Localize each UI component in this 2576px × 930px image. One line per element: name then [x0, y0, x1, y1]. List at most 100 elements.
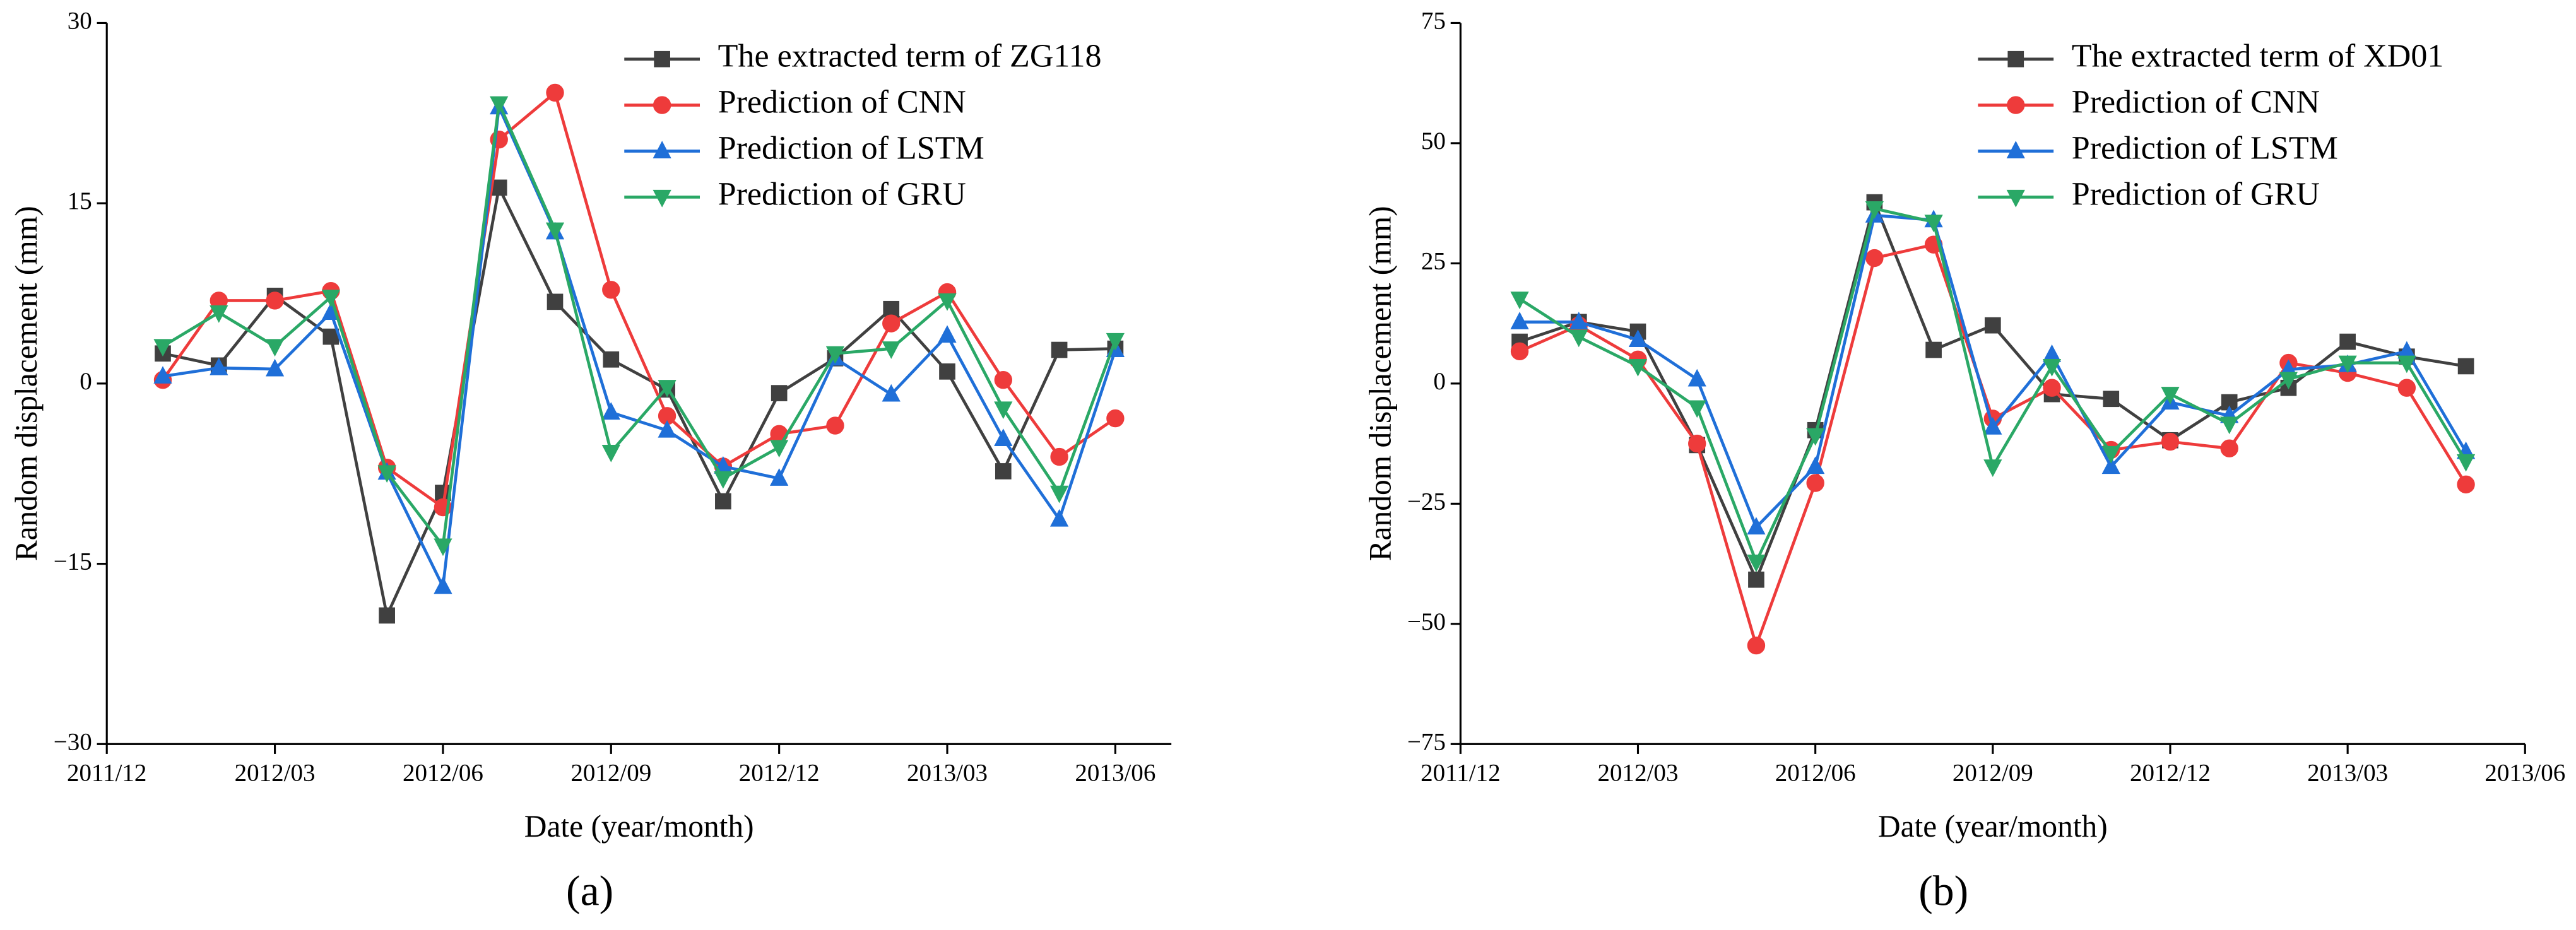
marker — [2006, 141, 2025, 158]
marker — [826, 416, 844, 435]
marker — [210, 357, 228, 375]
marker — [2220, 439, 2238, 457]
series-line — [1520, 213, 2467, 530]
marker — [714, 471, 733, 489]
marker — [1687, 400, 1706, 418]
marker — [377, 465, 396, 483]
marker — [210, 305, 228, 323]
marker — [1688, 434, 1706, 453]
marker — [602, 281, 620, 299]
chart-1: −75 −50 −25 0 25 50 75 2011/12 2012/03 2012/06 201… — [1362, 7, 2565, 914]
x-tick-label: 2013/06 — [1075, 760, 1155, 787]
marker — [434, 576, 452, 594]
marker — [1924, 215, 1943, 233]
marker — [2279, 372, 2298, 390]
panel-label: (a) — [566, 867, 613, 914]
y-axis-title: Random displacement (mm) — [9, 206, 44, 561]
y-axis-title: Random displacement (mm) — [1362, 206, 1397, 561]
marker — [266, 291, 284, 310]
marker — [994, 428, 1013, 446]
marker — [658, 420, 676, 438]
marker — [2006, 189, 2025, 208]
series-line — [162, 98, 1117, 550]
marker — [1806, 474, 1824, 492]
chart-0: −30 −15 0 15 30 2011/12 2012/03 2012/06 2012/09 2… — [9, 7, 1172, 914]
marker — [1806, 428, 1825, 446]
x-axis-title: Date (year/month) — [524, 809, 754, 844]
series-line — [1519, 242, 2467, 650]
marker — [771, 385, 788, 401]
y-tick-label: −25 — [1407, 488, 1446, 515]
marker — [1510, 342, 1529, 361]
x-tick-label: 2013/03 — [907, 760, 988, 787]
marker — [653, 96, 671, 114]
marker — [2221, 394, 2238, 411]
series-line — [1518, 206, 2467, 566]
marker — [1747, 555, 1766, 572]
marker — [883, 300, 900, 317]
marker — [2161, 387, 2180, 404]
legend-label: Prediction of GRU — [2072, 176, 2320, 212]
x-tick-label: 2012/03 — [235, 760, 316, 787]
marker — [321, 290, 340, 308]
marker — [2101, 456, 2120, 474]
marker — [939, 363, 955, 380]
marker — [1050, 447, 1068, 466]
x-tick-label: 2012/03 — [1598, 760, 1679, 787]
marker — [1984, 317, 2001, 334]
marker — [1106, 333, 1125, 351]
marker — [490, 96, 509, 114]
y-tick-label: −30 — [54, 728, 92, 755]
marker — [653, 141, 671, 158]
marker — [1510, 291, 1529, 310]
marker — [1925, 341, 1942, 358]
marker — [1983, 416, 2002, 435]
x-tick-label: 2012/09 — [570, 760, 651, 787]
marker — [2456, 454, 2476, 472]
legend-label: Prediction of CNN — [718, 85, 966, 121]
marker — [1051, 341, 1068, 358]
y-tick-label: −15 — [54, 548, 92, 575]
marker — [545, 222, 565, 240]
marker — [2103, 391, 2120, 408]
y-tick-label: 30 — [68, 7, 92, 34]
marker — [1628, 358, 1648, 377]
marker — [653, 189, 671, 208]
y-tick-label: 50 — [1421, 127, 1446, 155]
marker — [2042, 358, 2062, 377]
marker — [882, 384, 901, 402]
marker — [2007, 96, 2025, 114]
panel-label: (b) — [1918, 867, 1968, 914]
x-tick-label: 2012/06 — [403, 760, 483, 787]
marker — [2007, 50, 2024, 68]
legend-label: Prediction of GRU — [718, 176, 966, 212]
marker — [1049, 509, 1069, 527]
x-tick-label: 2011/12 — [67, 760, 146, 787]
marker — [2397, 355, 2416, 374]
marker — [1049, 485, 1069, 503]
marker — [2043, 379, 2061, 397]
x-tick-label: 2011/12 — [1421, 760, 1501, 787]
marker — [1106, 409, 1125, 428]
marker — [654, 50, 670, 68]
marker — [547, 293, 564, 310]
y-tick-label: 0 — [1433, 368, 1446, 395]
marker — [770, 468, 789, 486]
marker — [2457, 475, 2475, 494]
marker — [882, 341, 901, 359]
marker — [994, 401, 1013, 420]
marker — [2161, 432, 2180, 451]
series-line — [162, 90, 1116, 510]
marker — [265, 339, 285, 357]
marker — [153, 339, 172, 357]
marker — [1747, 517, 1766, 535]
y-tick-label: 25 — [1421, 247, 1446, 274]
x-tick-label: 2013/06 — [2484, 760, 2565, 787]
marker — [1510, 312, 1529, 329]
marker — [825, 346, 845, 364]
marker — [601, 444, 620, 462]
marker — [603, 351, 620, 368]
legend-label: The extracted term of ZG118 — [718, 38, 1102, 74]
